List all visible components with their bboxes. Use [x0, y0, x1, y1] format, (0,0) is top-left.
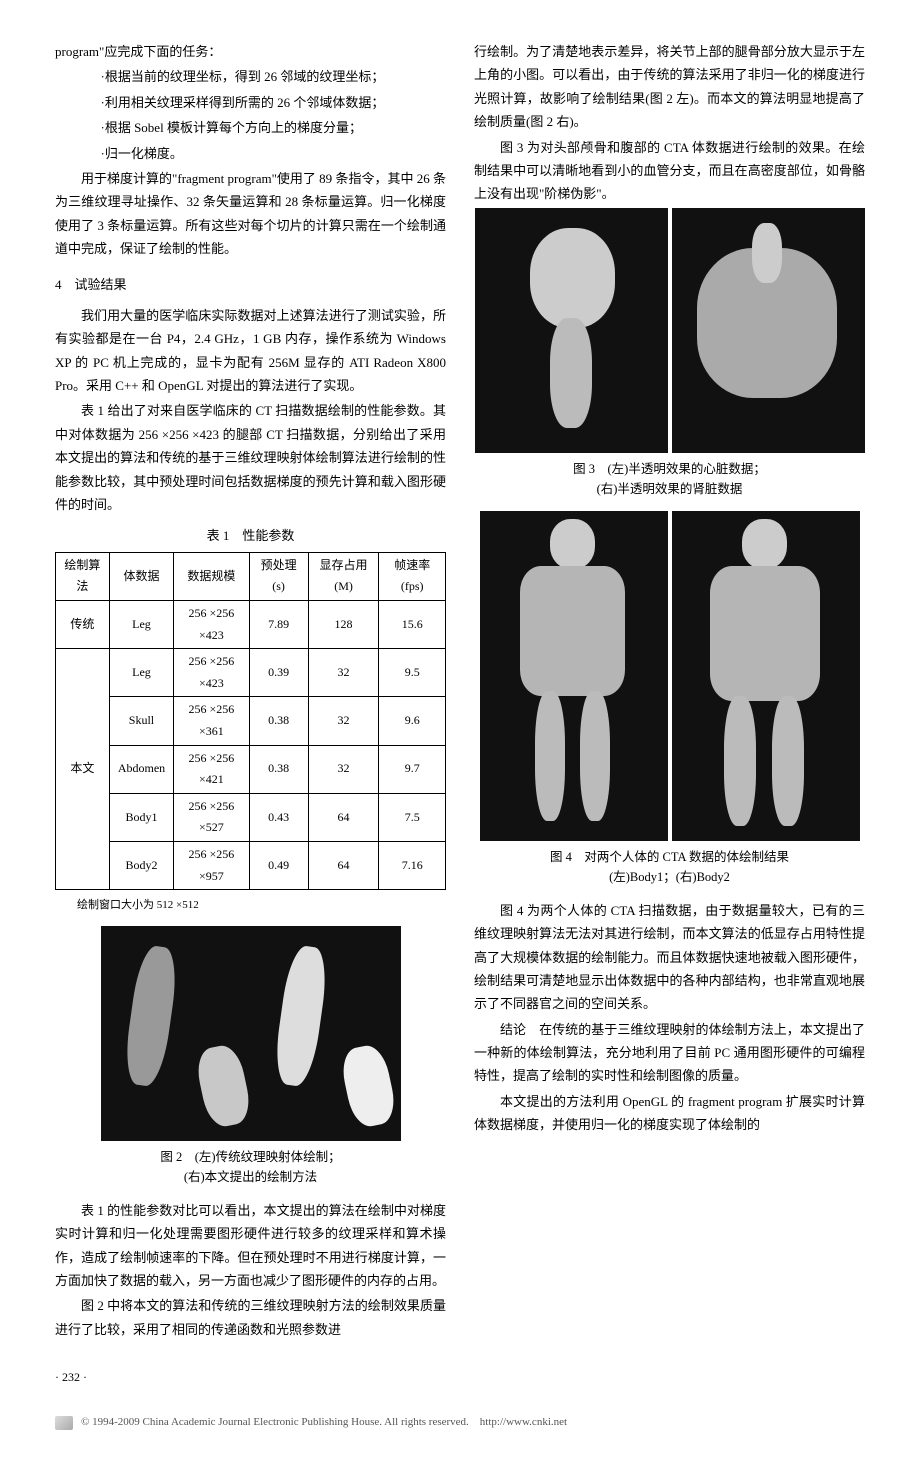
caption-line: 图 3 (左)半透明效果的心脏数据； — [474, 459, 865, 479]
td: 64 — [308, 793, 379, 841]
bullet-item: ·根据当前的纹理坐标，得到 26 邻域的纹理坐标； — [55, 65, 446, 88]
td: 9.6 — [379, 697, 446, 745]
td: 256 ×256 ×421 — [174, 745, 249, 793]
figure-3-right — [672, 208, 865, 453]
td: 128 — [308, 601, 379, 649]
td: 32 — [308, 697, 379, 745]
td: 传统 — [56, 601, 110, 649]
figure-4-right — [672, 511, 860, 841]
td: 64 — [308, 841, 379, 889]
td: 7.5 — [379, 793, 446, 841]
th: 绘制算法 — [56, 552, 110, 600]
th: 显存占用 (M) — [308, 552, 379, 600]
td: Leg — [109, 649, 173, 697]
td: Abdomen — [109, 745, 173, 793]
para: 表 1 的性能参数对比可以看出，本文提出的算法在绘制中对梯度实时计算和归一化处理… — [55, 1199, 446, 1293]
figure-4-caption: 图 4 对两个人体的 CTA 数据的体绘制结果 (左)Body1；(右)Body… — [474, 847, 865, 887]
bullet-item: ·根据 Sobel 模板计算每个方向上的梯度分量； — [55, 116, 446, 139]
figure-4-left — [480, 511, 668, 841]
caption-line: 图 4 对两个人体的 CTA 数据的体绘制结果 — [474, 847, 865, 867]
footer: © 1994-2009 China Academic Journal Elect… — [55, 1407, 865, 1433]
para: 本文提出的方法利用 OpenGL 的 fragment program 扩展实时… — [474, 1090, 865, 1137]
td: 256 ×256 ×423 — [174, 649, 249, 697]
caption-line: (左)Body1；(右)Body2 — [474, 867, 865, 887]
figure-3-caption: 图 3 (左)半透明效果的心脏数据； (右)半透明效果的肾脏数据 — [474, 459, 865, 499]
td: 本文 — [56, 649, 110, 890]
td: 256 ×256 ×361 — [174, 697, 249, 745]
bullet-item: ·归一化梯度。 — [55, 142, 446, 165]
th: 数据规模 — [174, 552, 249, 600]
publisher-icon — [55, 1416, 73, 1430]
td: 7.89 — [249, 601, 308, 649]
td: 256 ×256 ×527 — [174, 793, 249, 841]
td: 0.38 — [249, 697, 308, 745]
figure-3-left — [475, 208, 668, 453]
td: 9.7 — [379, 745, 446, 793]
para: 我们用大量的医学临床实际数据对上述算法进行了测试实验，所有实验都是在一台 P4，… — [55, 304, 446, 398]
td: 9.5 — [379, 649, 446, 697]
para: 结论 在传统的基于三维纹理映射的体绘制方法上，本文提出了一种新的体绘制算法，充分… — [474, 1018, 865, 1088]
table-note: 绘制窗口大小为 512 ×512 — [55, 896, 446, 916]
td: 0.39 — [249, 649, 308, 697]
para: 表 1 给出了对来自医学临床的 CT 扫描数据绘制的性能参数。其中对体数据为 2… — [55, 399, 446, 516]
td: 0.49 — [249, 841, 308, 889]
figure-3 — [474, 208, 865, 453]
td: Leg — [109, 601, 173, 649]
caption-line: (右)本文提出的绘制方法 — [55, 1167, 446, 1187]
td: Body2 — [109, 841, 173, 889]
para: 图 2 中将本文的算法和传统的三维纹理映射方法的绘制效果质量进行了比较，采用了相… — [55, 1294, 446, 1341]
td: Skull — [109, 697, 173, 745]
td: 15.6 — [379, 601, 446, 649]
caption-line: 图 2 (左)传统纹理映射体绘制； — [55, 1147, 446, 1167]
td: 256 ×256 ×957 — [174, 841, 249, 889]
figure-4 — [474, 511, 865, 841]
figure-2-caption: 图 2 (左)传统纹理映射体绘制； (右)本文提出的绘制方法 — [55, 1147, 446, 1187]
left-column: program"应完成下面的任务： ·根据当前的纹理坐标，得到 26 邻域的纹理… — [55, 40, 446, 1343]
figure-2 — [101, 926, 401, 1141]
para: program"应完成下面的任务： — [55, 40, 446, 63]
th: 体数据 — [109, 552, 173, 600]
td: 32 — [308, 745, 379, 793]
para: 行绘制。为了清楚地表示差异，将关节上部的腿骨部分放大显示于左上角的小图。可以看出… — [474, 40, 865, 134]
td: 0.38 — [249, 745, 308, 793]
para: 用于梯度计算的"fragment program"使用了 89 条指令，其中 2… — [55, 167, 446, 261]
th: 预处理 (s) — [249, 552, 308, 600]
td: Body1 — [109, 793, 173, 841]
para: 图 3 为对头部颅骨和腹部的 CTA 体数据进行绘制的效果。在绘制结果中可以清晰… — [474, 136, 865, 206]
section-heading: 4 试验结果 — [55, 273, 446, 296]
right-column: 行绘制。为了清楚地表示差异，将关节上部的腿骨部分放大显示于左上角的小图。可以看出… — [474, 40, 865, 1343]
performance-table: 绘制算法 体数据 数据规模 预处理 (s) 显存占用 (M) 帧速率 (fps)… — [55, 552, 446, 890]
td: 7.16 — [379, 841, 446, 889]
caption-line: (右)半透明效果的肾脏数据 — [474, 479, 865, 499]
page-number: · 232 · — [55, 1367, 865, 1389]
table-caption: 表 1 性能参数 — [55, 524, 446, 547]
bullet-item: ·利用相关纹理采样得到所需的 26 个邻域体数据； — [55, 91, 446, 114]
td: 0.43 — [249, 793, 308, 841]
td: 256 ×256 ×423 — [174, 601, 249, 649]
th: 帧速率 (fps) — [379, 552, 446, 600]
td: 32 — [308, 649, 379, 697]
para: 图 4 为两个人体的 CTA 扫描数据，由于数据量较大，已有的三维纹理映射算法无… — [474, 899, 865, 1016]
footer-text: © 1994-2009 China Academic Journal Elect… — [81, 1413, 567, 1433]
